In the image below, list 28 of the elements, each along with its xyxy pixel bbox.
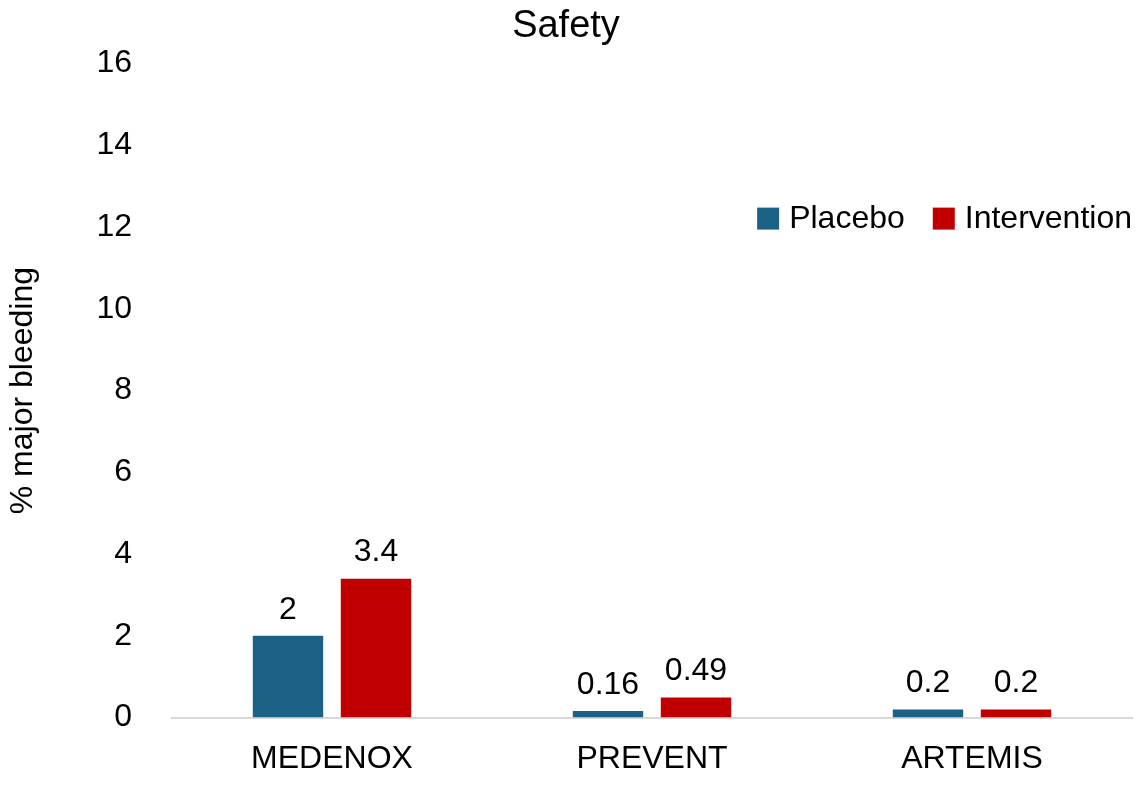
y-tick-label: 12 [96,206,132,243]
y-tick-label: 6 [114,452,132,489]
legend-label: Intervention [964,199,1132,236]
y-tick-label: 4 [114,533,132,570]
y-axis-title: % major bleeding [3,266,40,515]
data-label: 0.2 [993,663,1039,700]
y-tick-label: 16 [96,43,132,80]
y-tick-label: 10 [96,288,132,325]
bar [980,709,1052,718]
bar [892,709,964,718]
bar [340,578,412,718]
x-tick-label: PREVENT [576,738,728,775]
y-tick-label: 2 [114,615,132,652]
y-tick-label: 14 [96,125,132,162]
bar [252,635,324,718]
y-tick-label: 8 [114,370,132,407]
data-label: 3.4 [353,532,399,569]
legend-label: Placebo [789,199,905,236]
data-label: 0.49 [664,651,728,688]
data-label: 2 [279,589,297,626]
x-tick-label: ARTEMIS [901,738,1043,775]
y-tick-label: 0 [114,697,132,734]
data-label: 0.2 [905,663,951,700]
x-tick-label: MEDENOX [251,738,413,775]
chart-title: Safety [512,3,620,46]
bar [660,697,732,718]
bar [572,711,644,718]
data-label: 0.16 [576,664,640,701]
